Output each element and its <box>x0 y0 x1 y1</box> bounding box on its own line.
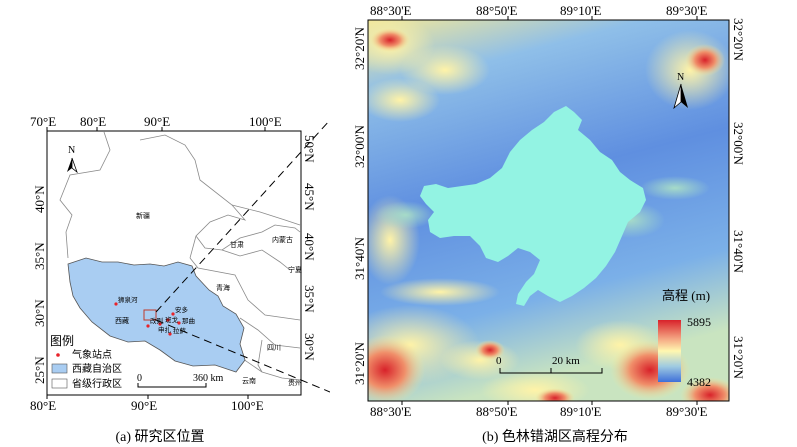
b-left-lat-3: 31°20'N <box>352 341 367 385</box>
province-boundaries <box>59 131 301 381</box>
region-label-neimenggu: 内蒙古 <box>272 235 293 244</box>
region-label-sichuan: 四川 <box>267 344 281 352</box>
elevation-legend-max: 5895 <box>687 315 711 329</box>
a-top-lon-2: 90°E <box>144 114 170 129</box>
dem-north-arrow: N <box>673 72 688 110</box>
a-left-lat-2: 30°N <box>32 299 47 327</box>
leader-line-top <box>155 119 330 313</box>
siling-co-lake <box>420 106 646 306</box>
svg-text:0: 0 <box>496 355 502 367</box>
elevation-color-ramp <box>658 320 681 382</box>
a-top-lon-1: 80°E <box>80 114 106 129</box>
caption-location-map: (a) 研究区位置 <box>115 430 205 445</box>
a-left-lat-0: 40°N <box>32 185 47 213</box>
station-gaize <box>146 324 150 328</box>
station-anduo <box>171 312 175 316</box>
station-label-shiquanhe: 狮泉河 <box>118 295 138 304</box>
b-top-lon-3: 89°30'E <box>666 3 708 18</box>
b-left-lat-0: 32°20'N <box>352 26 367 70</box>
region-label-xizang: 西藏 <box>115 316 129 325</box>
svg-text:N: N <box>68 145 75 156</box>
b-top-lon-1: 88°50'E <box>476 3 518 18</box>
b-right-lat-2: 31°40'N <box>731 230 746 274</box>
a-top-lon-0: 70°E <box>30 114 56 129</box>
svg-text:0: 0 <box>137 373 142 384</box>
b-right-lat-3: 31°20'N <box>731 336 746 380</box>
station-label-shenzha: 申扎 <box>158 325 172 334</box>
location-scale-bar: 0 360 km <box>137 373 224 388</box>
a-left-lat-1: 35°N <box>32 242 47 270</box>
legend-station-symbol <box>56 353 60 357</box>
elevation-map-frame <box>367 19 730 402</box>
a-top-lon-3: 100°E <box>249 114 282 129</box>
legend-item-province: 省级行政区 <box>72 377 122 390</box>
elevation-map: N 0 20 km 高程 (m) 5895 4382 88°30'E 88°50… <box>352 3 746 419</box>
a-bottom-lon-0: 80°E <box>30 398 56 413</box>
b-bottom-lon-0: 88°30'E <box>370 404 412 419</box>
elevation-legend-min: 4382 <box>687 375 711 389</box>
caption-elevation-map: (b) 色林错湖区高程分布 <box>482 430 628 445</box>
dem-scale-bar: 0 20 km <box>496 355 603 374</box>
svg-text:20 km: 20 km <box>552 355 580 367</box>
legend-xizang-swatch <box>51 363 68 374</box>
b-top-lon-0: 88°30'E <box>370 3 412 18</box>
region-label-ningxia: 宁夏 <box>288 265 302 274</box>
svg-text:360 km: 360 km <box>193 373 224 384</box>
station-bange <box>166 318 170 322</box>
location-legend: 图例 气象站点 西藏自治区 省级行政区 <box>50 334 122 390</box>
b-bottom-lon-3: 89°30'E <box>666 404 708 419</box>
weather-stations <box>114 302 181 336</box>
station-label-gaize: 改则 <box>150 316 163 325</box>
station-label-anduo: 安多 <box>175 305 189 314</box>
leader-line-bottom <box>155 319 330 393</box>
legend-province-swatch <box>51 378 68 389</box>
a-left-lat-3: 25°N <box>32 356 47 384</box>
a-right-lat-3: 35°N <box>302 285 317 313</box>
a-right-lat-1: 45°N <box>302 183 317 211</box>
station-naqu <box>177 321 181 325</box>
north-arrow: N <box>67 145 78 174</box>
a-right-lat-0: 50°N <box>302 135 317 163</box>
region-label-yunnan: 云南 <box>242 376 256 385</box>
region-label-guizhou: 贵州 <box>288 378 302 387</box>
station-label-naqu: 那曲 <box>182 316 195 325</box>
station-label-bange: 班戈 <box>165 315 179 324</box>
b-left-lat-2: 31°40'N <box>352 236 367 280</box>
legend-item-xizang: 西藏自治区 <box>72 362 122 375</box>
region-label-gansu: 甘肃 <box>230 240 244 249</box>
study-area-box <box>143 309 157 321</box>
svg-text:N: N <box>677 72 684 83</box>
b-right-lat-0: 32°20'N <box>731 18 746 62</box>
legend-item-station: 气象站点 <box>72 348 112 361</box>
b-bottom-lon-1: 88°50'E <box>476 404 518 419</box>
elevation-legend-title: 高程 (m) <box>662 288 710 303</box>
station-label-lhasa: 拉萨 <box>173 326 187 335</box>
b-top-lon-2: 89°10'E <box>560 3 602 18</box>
legend-title: 图例 <box>50 334 74 348</box>
region-label-qinghai: 青海 <box>216 283 230 292</box>
a-bottom-lon-2: 100°E <box>231 398 264 413</box>
a-right-lat-4: 30°N <box>302 333 317 361</box>
station-shiquanhe <box>114 302 118 306</box>
elevation-legend: 高程 (m) 5895 4382 <box>658 288 711 389</box>
b-right-lat-1: 32°00'N <box>731 122 746 166</box>
b-left-lat-1: 32°00'N <box>352 124 367 168</box>
location-map: 狮泉河 改则 安多 那曲 申扎 班戈 拉萨 新疆 甘肃 内蒙古 宁夏 青海 西藏… <box>30 114 330 413</box>
a-bottom-lon-1: 90°E <box>131 398 157 413</box>
station-lhasa <box>168 332 172 336</box>
b-bottom-lon-2: 89°10'E <box>560 404 602 419</box>
station-shenzha <box>158 322 162 326</box>
a-right-lat-2: 40°N <box>302 233 317 261</box>
region-label-xinjiang: 新疆 <box>136 211 150 220</box>
